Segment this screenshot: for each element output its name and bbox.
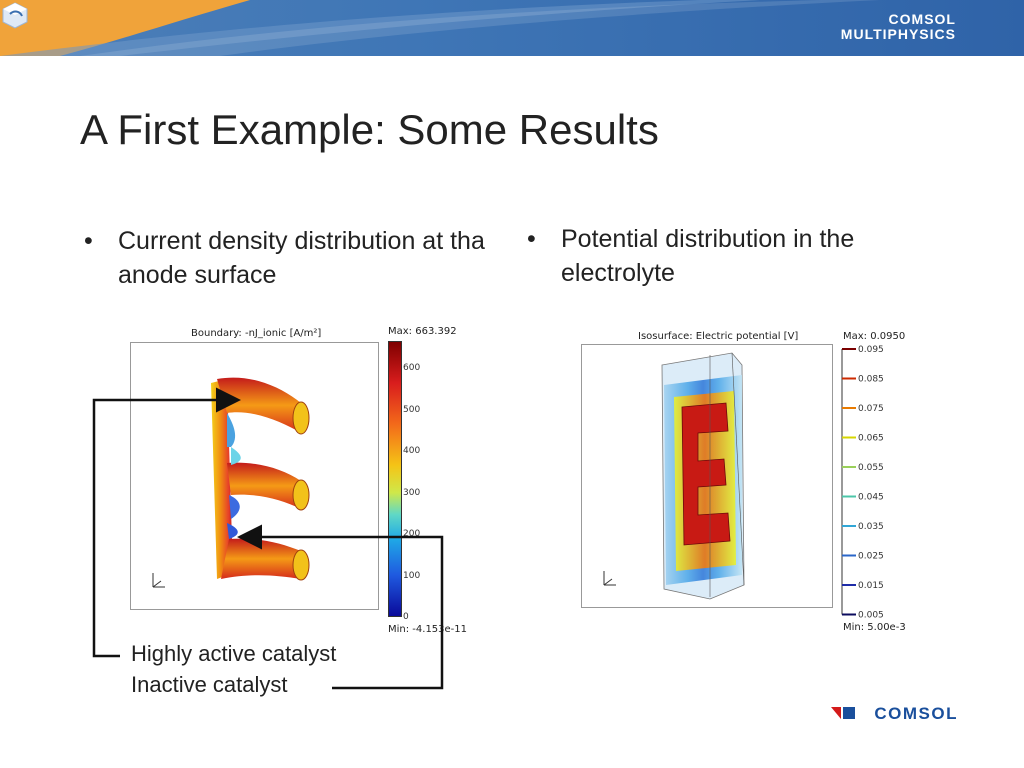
- left-colorbar-tick: 400: [403, 446, 421, 456]
- bullet-dot: •: [527, 225, 536, 253]
- axis-triad-icon: [152, 573, 165, 588]
- left-colorbar-tick: 0: [403, 612, 409, 622]
- left-colorbar-tick: 300: [403, 487, 421, 498]
- left-colorbar-tick: 200: [403, 529, 421, 539]
- legend-tick-label: 0.035: [858, 522, 884, 532]
- right-plot-frame: [581, 344, 833, 608]
- comsol-mark-icon: [831, 707, 855, 719]
- left-colorbar-tick: 100: [403, 570, 421, 581]
- inactive-catalyst-arrow: [237, 524, 444, 690]
- bullet-right: • Potential distribution in the electrol…: [527, 222, 921, 290]
- footer-logo-mark: [831, 706, 857, 725]
- left-plot-frame: [130, 342, 379, 610]
- bullet-dot: •: [84, 227, 93, 255]
- axis-triad-icon: [603, 571, 616, 586]
- right-plot-max: Max: 0.0950: [843, 331, 906, 342]
- legend-tick-label: 0.055: [858, 463, 884, 473]
- cube-logo-icon: [2, 2, 28, 29]
- legend-tick-label: 0.065: [858, 434, 884, 444]
- left-colorbar-tick: 600: [403, 363, 421, 373]
- legend-tick-label: 0.085: [858, 375, 884, 385]
- legend-tick-label: 0.005: [858, 611, 884, 621]
- banner-swoosh: [0, 0, 880, 56]
- logo-line1: COMSOL: [888, 11, 956, 27]
- bullet-right-text: Potential distribution in the electrolyt…: [561, 225, 855, 287]
- left-plot-min: Min: -4.153e-11: [388, 624, 468, 635]
- legend-tick-label: 0.025: [858, 552, 884, 562]
- active-catalyst-label: Highly active catalyst: [131, 641, 337, 666]
- right-contour-legend: 0.095 0.085 0.075 0.065 0.055 0.045 0.035 0.025…: [841, 345, 884, 621]
- right-plot-min: Min: 5.00e-3: [843, 622, 906, 633]
- legend-tick-label: 0.015: [858, 581, 884, 591]
- legend-tick-label: 0.045: [858, 493, 884, 503]
- active-catalyst-arrow: [92, 387, 241, 658]
- left-colorbar-tick: 500: [403, 404, 421, 415]
- slide-title: A First Example: Some Results: [80, 106, 659, 153]
- bullet-left: • Current density distribution at tha an…: [84, 224, 498, 292]
- left-plot-header: Boundary: -nJ_ionic [A/m²]: [191, 328, 322, 339]
- logo-line2: MULTIPHYSICS: [840, 26, 956, 42]
- left-plot-max: Max: 663.392: [388, 326, 457, 337]
- footer-logo: COMSOL: [874, 704, 958, 723]
- right-plot-header: Isosurface: Electric potential [V]: [638, 331, 799, 342]
- bullet-left-text: Current density distribution at tha anod…: [118, 227, 485, 289]
- legend-tick-label: 0.095: [858, 345, 884, 355]
- legend-tick-label: 0.075: [858, 404, 884, 414]
- comsol-multiphysics-logo: COMSOL MULTIPHYSICS: [841, 12, 956, 42]
- inactive-catalyst-label: Inactive catalyst: [131, 672, 288, 697]
- left-colorbar: [388, 341, 402, 617]
- electrolyte-box-potential: [603, 352, 745, 600]
- header-banner: COMSOL MULTIPHYSICS: [0, 0, 1024, 56]
